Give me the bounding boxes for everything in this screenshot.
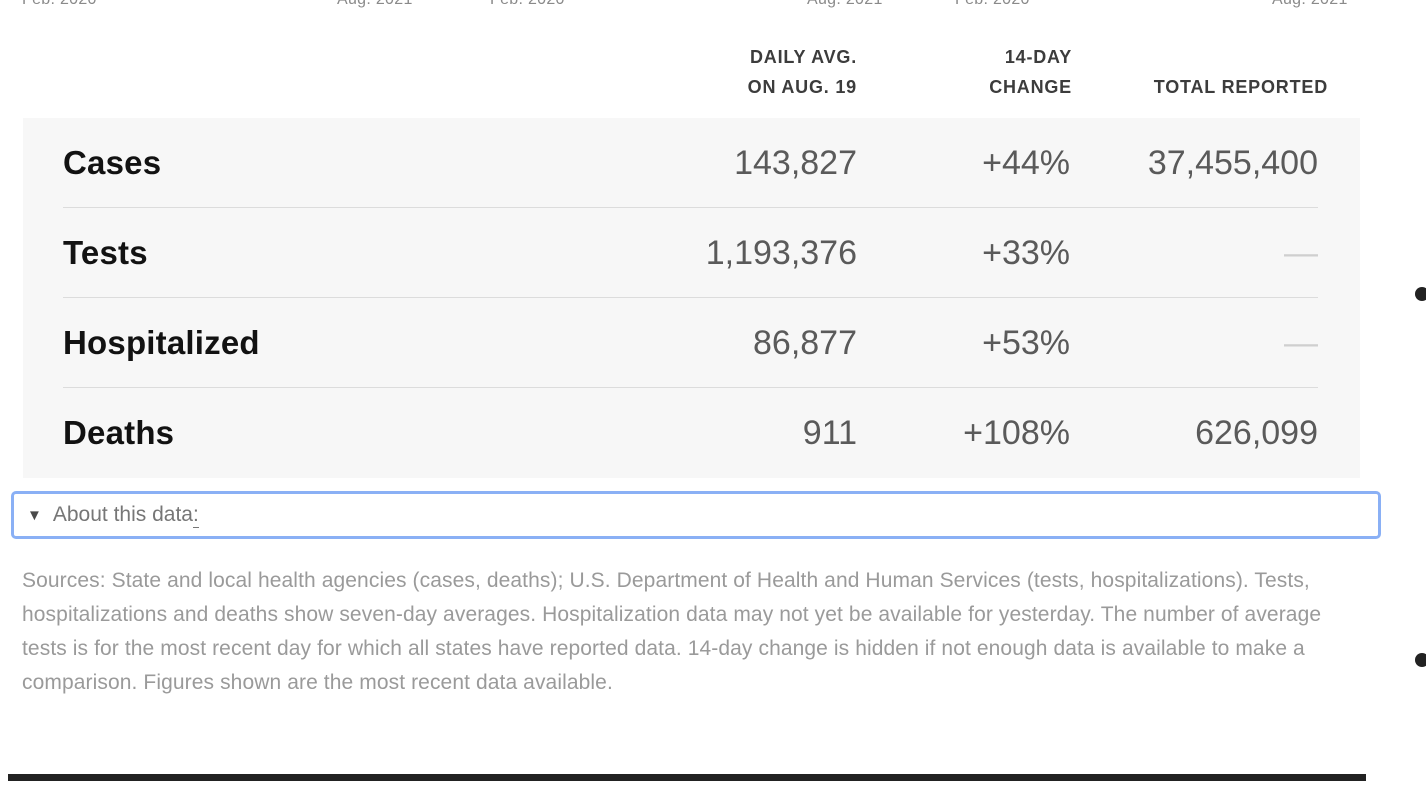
about-this-data-toggle[interactable]: ▼ About this data: bbox=[11, 491, 1381, 539]
column-header-daily-avg: DAILY AVG. ON AUG. 19 bbox=[748, 42, 857, 102]
row-divider bbox=[63, 207, 1318, 208]
axis-label: Feb. 2020 bbox=[490, 0, 565, 9]
change-value: +108% bbox=[963, 413, 1070, 452]
total-value-empty-dash: — bbox=[1284, 323, 1318, 362]
daily-avg-value: 1,193,376 bbox=[705, 233, 857, 272]
sources-footnote: Sources: State and local health agencies… bbox=[22, 569, 1322, 694]
total-value-empty-dash: — bbox=[1284, 233, 1318, 272]
total-value: 37,455,400 bbox=[1147, 143, 1318, 182]
column-header-14-day-change: 14-DAY CHANGE bbox=[989, 42, 1072, 102]
table-row-cases: Cases 143,827 +44% 37,455,400 bbox=[23, 118, 1360, 208]
column-header-daily-avg-line1: DAILY AVG. bbox=[749, 47, 857, 67]
axis-label: Feb. 2020 bbox=[22, 0, 97, 9]
total-value: 626,099 bbox=[1195, 413, 1318, 452]
axis-label: Aug. 2021 bbox=[807, 0, 883, 9]
daily-avg-value: 143,827 bbox=[734, 143, 857, 182]
column-header-change-line1: 14-DAY bbox=[1004, 47, 1072, 67]
covid-stats-table: Cases 143,827 +44% 37,455,400 Tests 1,19… bbox=[23, 118, 1360, 478]
row-divider bbox=[63, 297, 1318, 298]
column-header-total-reported: TOTAL REPORTED bbox=[1153, 77, 1328, 97]
caret-down-icon: ▼ bbox=[27, 506, 42, 524]
change-value: +33% bbox=[982, 233, 1070, 272]
column-header-change-line2: CHANGE bbox=[989, 77, 1072, 97]
bullet-marker bbox=[1415, 287, 1426, 301]
section-divider-rule bbox=[8, 774, 1366, 781]
daily-avg-value: 911 bbox=[802, 413, 857, 452]
about-this-data-label: About this data bbox=[52, 503, 193, 526]
row-label: Tests bbox=[63, 234, 148, 271]
about-colon: : bbox=[192, 502, 199, 528]
daily-avg-value: 86,877 bbox=[753, 323, 857, 362]
table-row-hospitalized: Hospitalized 86,877 +53% — bbox=[23, 298, 1360, 388]
row-label: Cases bbox=[63, 144, 162, 181]
row-label: Deaths bbox=[63, 414, 175, 451]
bullet-marker bbox=[1415, 653, 1426, 667]
change-value: +44% bbox=[982, 143, 1070, 182]
axis-label: Aug. 2021 bbox=[1272, 0, 1348, 9]
table-row-tests: Tests 1,193,376 +33% — bbox=[23, 208, 1360, 298]
change-value: +53% bbox=[982, 323, 1070, 362]
axis-label: Feb. 2020 bbox=[955, 0, 1030, 9]
row-label: Hospitalized bbox=[63, 324, 260, 361]
table-row-deaths: Deaths 911 +108% 626,099 bbox=[23, 388, 1360, 478]
column-header-daily-avg-line2: ON AUG. 19 bbox=[747, 77, 857, 97]
row-divider bbox=[63, 387, 1318, 388]
axis-label: Aug. 2021 bbox=[337, 0, 413, 9]
